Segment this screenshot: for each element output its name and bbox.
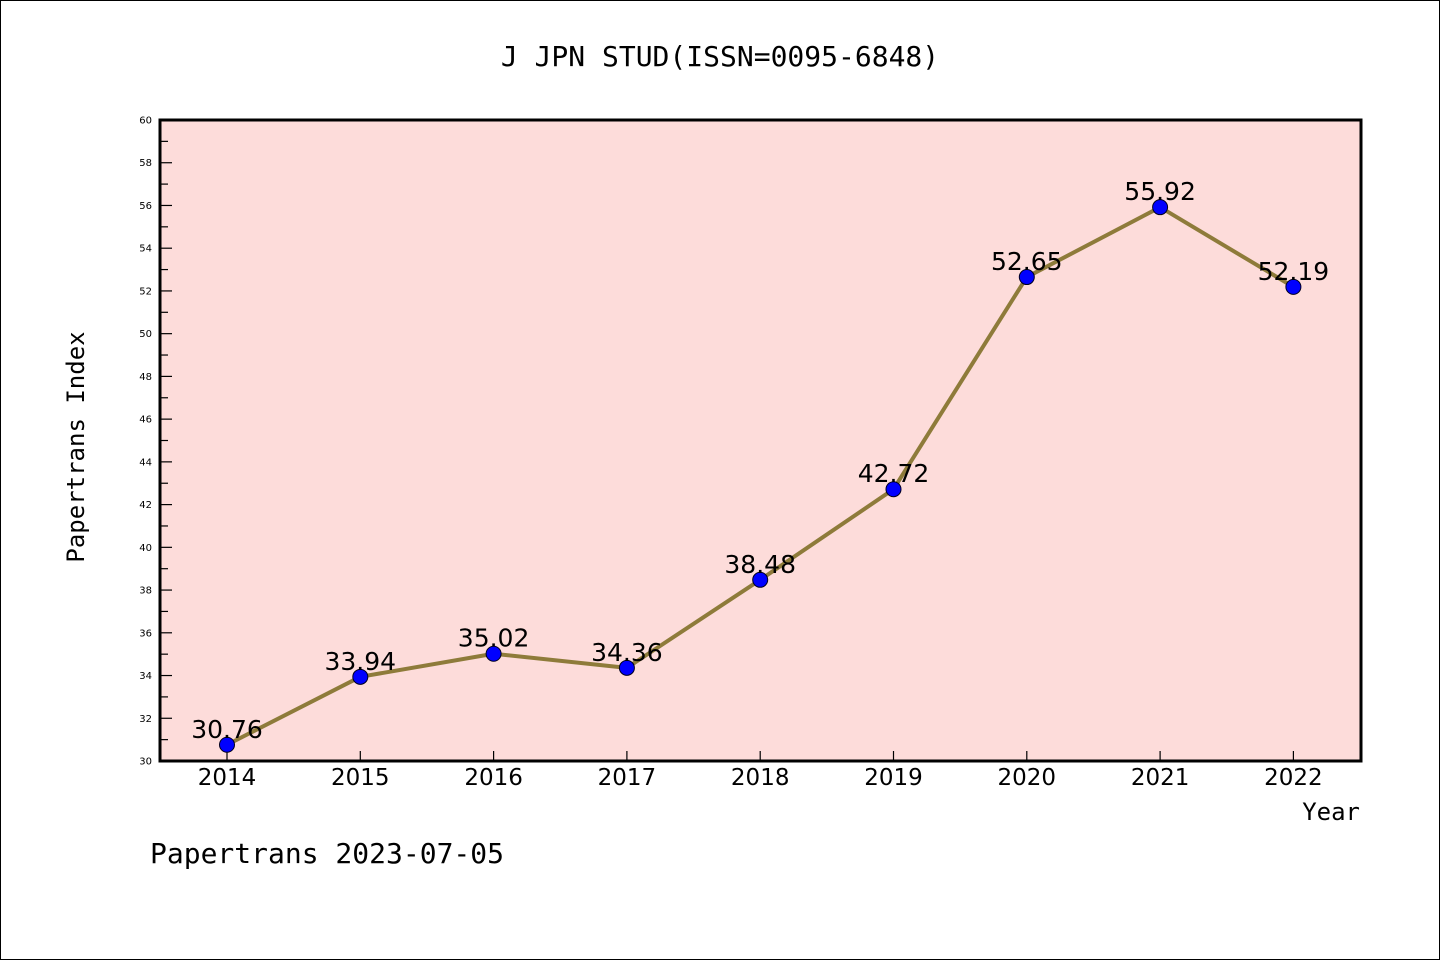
y-tick-label: 60: [139, 116, 152, 127]
data-point: [485, 645, 502, 662]
data-point: [752, 571, 769, 588]
data-point: [1285, 278, 1302, 295]
y-tick-label: 46: [139, 415, 152, 426]
y-tick-label: 30: [139, 757, 152, 768]
data-point: [885, 481, 902, 498]
y-tick-label: 58: [139, 158, 152, 169]
x-tick-label: 2018: [731, 765, 790, 791]
y-tick-label: 50: [139, 329, 152, 340]
x-axis-ticks: 2014 2015 2016 2017 2018 2019 2020 2021 2022: [198, 751, 1323, 791]
x-tick-label: 2016: [464, 765, 523, 791]
y-tick-label: 56: [139, 201, 152, 212]
data-labels: 30.76 33.94 35.02 34.36 38.48 42.72 52.65 55.92…: [191, 177, 1329, 744]
x-tick-label: 2014: [198, 765, 257, 791]
x-tick-label: 2022: [1264, 765, 1323, 791]
data-point: [1152, 199, 1169, 216]
y-tick-label: 40: [139, 543, 152, 554]
chart-title: J JPN STUD(ISSN=0095-6848): [501, 40, 939, 73]
data-label: 30.76: [191, 715, 263, 744]
y-tick-label: 48: [139, 372, 152, 383]
y-tick-label: 32: [139, 714, 152, 725]
x-tick-label: 2019: [864, 765, 923, 791]
y-tick-label: 38: [139, 586, 152, 597]
data-point: [618, 659, 635, 676]
x-tick-label: 2017: [598, 765, 657, 791]
data-label: 42.72: [858, 459, 930, 488]
y-tick-label: 36: [139, 628, 152, 639]
y-tick-label: 34: [139, 671, 152, 682]
data-point: [352, 668, 369, 685]
data-point: [1018, 269, 1035, 286]
data-label: 52.65: [991, 247, 1063, 276]
data-point: [219, 736, 235, 753]
plot-area: [160, 120, 1361, 761]
y-tick-label: 42: [139, 500, 152, 511]
data-markers: [219, 199, 1302, 753]
y-tick-label: 54: [139, 244, 152, 255]
x-axis-title: Year: [1302, 798, 1360, 826]
plot-border: [158, 118, 1363, 763]
data-label: 33.94: [325, 647, 397, 676]
x-tick-label: 2021: [1131, 765, 1190, 791]
x-tick-label: 2020: [998, 765, 1057, 791]
x-tick-label: 2015: [331, 765, 390, 791]
data-label: 55.92: [1124, 177, 1196, 206]
data-label: 34.36: [591, 638, 663, 667]
data-label: 52.19: [1258, 257, 1330, 286]
y-tick-label: 52: [139, 286, 152, 297]
y-axis-title: Papertrans Index: [62, 331, 90, 562]
footer-text: Papertrans 2023-07-05: [150, 837, 504, 870]
data-label: 35.02: [458, 624, 530, 653]
y-tick-label: 44: [139, 457, 152, 468]
data-label: 38.48: [724, 550, 796, 579]
